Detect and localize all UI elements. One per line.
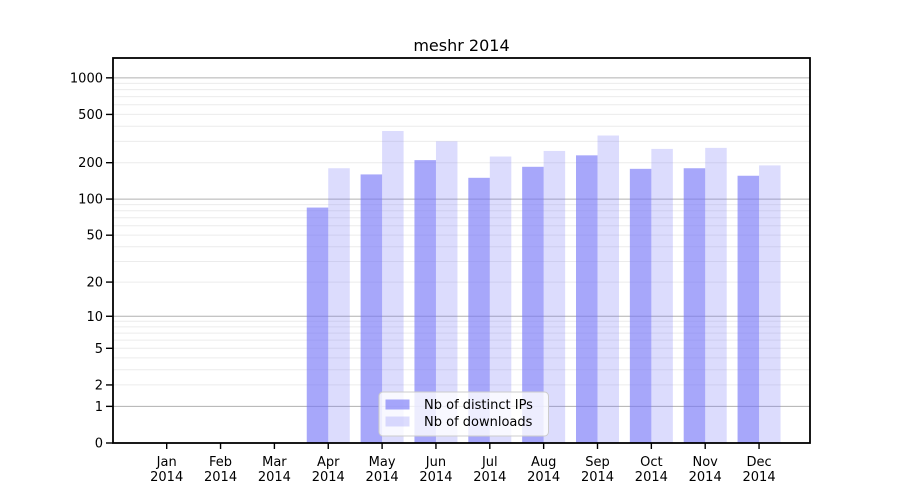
x-tick-label-year: 2014 <box>419 470 452 485</box>
x-tick-label-year: 2014 <box>689 470 722 485</box>
bar-downloads-oct-2014 <box>651 148 673 443</box>
x-tick-label-month: May <box>369 455 396 470</box>
y-tick-label: 200 <box>78 156 103 171</box>
x-tick-label-month: Feb <box>209 455 232 470</box>
y-tick-label: 50 <box>86 229 103 244</box>
bar-distinct-ips-aug-2014 <box>522 166 544 443</box>
bar-distinct-ips-jun-2014 <box>414 160 436 443</box>
x-tick-label-month: Jul <box>481 455 498 470</box>
plot-border <box>112 57 811 444</box>
x-tick-label-month: Jun <box>425 455 446 470</box>
x-tick-label-month: Sep <box>585 455 610 470</box>
bar-downloads-may-2014 <box>382 131 404 443</box>
bar-distinct-ips-may-2014 <box>360 174 383 443</box>
x-tick-label-year: 2014 <box>150 470 183 485</box>
x-tick-label-month: Apr <box>317 455 340 470</box>
y-tick-label: 2 <box>95 378 103 393</box>
x-tick-label-month: Mar <box>262 455 287 470</box>
x-tick-label-month: Dec <box>746 455 771 470</box>
legend-swatch-downloads <box>385 416 410 427</box>
bar-distinct-ips-apr-2014 <box>306 207 329 443</box>
bar-downloads-nov-2014 <box>705 147 727 443</box>
x-tick-label-year: 2014 <box>527 470 560 485</box>
x-tick-label-month: Jan <box>156 455 177 470</box>
bar-downloads-aug-2014 <box>543 150 566 444</box>
x-tick-label-month: Oct <box>640 455 662 470</box>
x-tick-label-year: 2014 <box>473 470 506 485</box>
y-tick-label: 20 <box>86 276 103 291</box>
x-tick-label-year: 2014 <box>366 470 399 485</box>
bar-downloads-jun-2014 <box>435 141 458 443</box>
bar-downloads-sep-2014 <box>597 135 619 443</box>
x-tick-label-year: 2014 <box>743 470 776 485</box>
bar-downloads-jul-2014 <box>489 156 512 443</box>
legend-label-distinct-ips: Nb of distinct IPs <box>424 398 533 413</box>
y-tick-label: 0 <box>95 437 103 452</box>
x-tick-label-month: Aug <box>531 455 556 470</box>
bar-downloads-apr-2014 <box>328 168 350 443</box>
x-tick-label-year: 2014 <box>635 470 668 485</box>
x-tick-label-year: 2014 <box>258 470 291 485</box>
y-tick-label: 5 <box>95 342 103 357</box>
legend-swatch-distinct-ips <box>385 399 410 410</box>
x-tick-label-year: 2014 <box>312 470 345 485</box>
bar-distinct-ips-dec-2014 <box>737 175 760 444</box>
chart-title: meshr 2014 <box>413 36 509 55</box>
bar-distinct-ips-nov-2014 <box>683 168 706 443</box>
legend-label-downloads: Nb of downloads <box>424 415 533 430</box>
y-tick-label: 500 <box>78 108 103 123</box>
y-tick-label: 1000 <box>70 71 103 86</box>
bar-distinct-ips-jul-2014 <box>468 177 490 443</box>
y-tick-label: 1 <box>95 400 103 415</box>
x-tick-label-year: 2014 <box>204 470 237 485</box>
bar-distinct-ips-oct-2014 <box>629 168 652 443</box>
bar-downloads-dec-2014 <box>759 165 781 443</box>
x-tick-label-year: 2014 <box>581 470 614 485</box>
y-tick-label: 100 <box>78 193 103 208</box>
legend-box <box>378 391 549 437</box>
x-tick-label-month: Nov <box>693 455 719 470</box>
y-tick-label: 10 <box>86 310 103 325</box>
bar-distinct-ips-sep-2014 <box>576 155 598 444</box>
